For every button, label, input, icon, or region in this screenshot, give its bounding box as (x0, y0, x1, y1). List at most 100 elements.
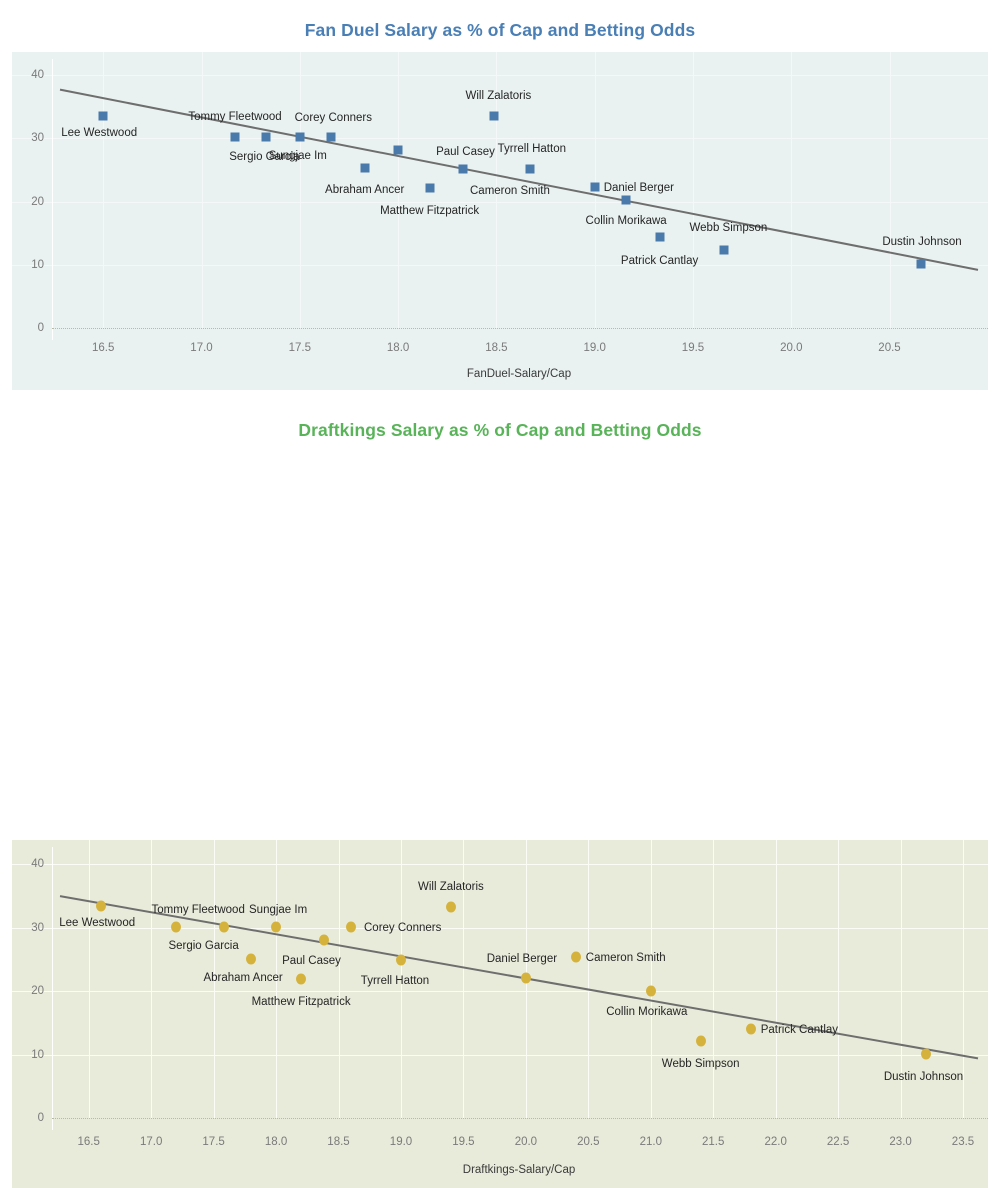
data-point-marker[interactable] (570, 951, 581, 963)
x-tick-label: 16.5 (77, 1136, 100, 1148)
x-axis-title: Draftkings-Salary/Cap (462, 1164, 576, 1176)
gridline-horizontal (12, 75, 988, 77)
x-tick-label: 18.0 (386, 342, 410, 354)
y-tick-label: 20 (31, 985, 44, 998)
data-point-marker[interactable] (525, 164, 535, 174)
x-axis-title: FanDuel-Salary/Cap (466, 368, 572, 380)
x-tick-label: 20.5 (878, 342, 901, 354)
gridline-vertical (791, 52, 793, 328)
data-point-label: Tommy Fleetwood (188, 111, 282, 124)
y-tick-label: 30 (31, 921, 44, 934)
y-tick-label: 40 (31, 69, 44, 82)
data-point-marker[interactable] (218, 921, 229, 932)
data-point-marker[interactable] (590, 182, 600, 192)
data-point-label: Abraham Ancer (325, 184, 405, 197)
data-point-marker[interactable] (271, 921, 282, 932)
data-point-marker[interactable] (360, 163, 370, 173)
chart-title-fanduel: Fan Duel Salary as % of Cap and Betting … (304, 20, 696, 40)
data-point-label: Dustin Johnson (883, 1071, 964, 1083)
x-axis-line (52, 1118, 988, 1120)
x-tick-label: 21.5 (701, 1136, 725, 1148)
data-point-marker[interactable] (261, 132, 271, 142)
x-tick-label: 17.0 (139, 1136, 163, 1148)
data-point-marker[interactable] (458, 164, 468, 174)
x-tick-label: 17.5 (202, 1136, 225, 1148)
data-point-label: Lee Westwood (61, 127, 138, 140)
data-point-marker[interactable] (920, 1048, 931, 1060)
x-tick-label: 19.5 (681, 342, 705, 354)
fanduel-chart-panel: Fan Duel Salary as % of Cap and Betting … (0, 0, 1000, 400)
x-tick-label: 17.0 (190, 342, 213, 354)
x-tick-label: 19.5 (452, 1136, 475, 1148)
x-tick-label: 20.0 (514, 1136, 538, 1148)
data-point-label: Will Zalatoris (465, 89, 532, 102)
plot-area-fanduel[interactable]: Lee Westwood Tommy Fleetwood Sergio Garcia… (12, 52, 988, 390)
x-tick-label: 22.5 (826, 1136, 850, 1148)
data-point-label: Tyrrell Hatton (497, 142, 566, 155)
plot-area-draftkings[interactable]: Lee Westwood Tommy Fleetwood Sergio Garcia… (12, 840, 988, 1188)
data-point-marker[interactable] (296, 973, 307, 984)
y-tick-label: 30 (31, 132, 44, 145)
data-point-label: Will Zalatoris (417, 880, 484, 893)
data-point-marker[interactable] (98, 111, 108, 121)
data-point-label: Tyrrell Hatton (360, 974, 430, 987)
data-point-label: Collin Morikawa (585, 214, 667, 227)
data-point-marker[interactable] (96, 900, 107, 912)
gridline-horizontal (12, 138, 988, 140)
draftkings-chart-panel: Draftkings Salary as % of Cap and Bettin… (0, 400, 1000, 1188)
gridline-vertical (775, 840, 777, 1118)
data-point-label: Corey Conners (364, 921, 442, 934)
data-point-label: Corey Conners (294, 112, 372, 125)
gridline-vertical (838, 840, 840, 1118)
data-point-marker[interactable] (318, 934, 329, 946)
x-tick-label: 16.5 (91, 342, 115, 354)
data-point-marker[interactable] (230, 132, 240, 142)
data-point-marker[interactable] (326, 132, 336, 142)
y-tick-label: 10 (31, 1048, 44, 1061)
data-point-marker[interactable] (246, 953, 257, 965)
data-point-marker[interactable] (295, 132, 305, 142)
y-tick-label: 0 (37, 322, 44, 334)
data-point-marker[interactable] (695, 1035, 706, 1047)
x-tick-label: 18.5 (485, 342, 508, 354)
data-point-marker[interactable] (425, 183, 435, 193)
data-point-marker[interactable] (745, 1023, 756, 1035)
data-point-marker[interactable] (645, 985, 656, 997)
data-point-marker[interactable] (396, 954, 406, 965)
data-point-marker[interactable] (655, 232, 665, 242)
x-tick-label: 20.5 (577, 1136, 600, 1148)
data-point-marker[interactable] (346, 921, 356, 932)
data-point-label: Matthew Fitzpatrick (380, 204, 480, 217)
data-point-label: Patrick Cantlay (760, 1024, 839, 1037)
data-point-label: Paul Casey (282, 954, 341, 967)
gridline-vertical (693, 52, 694, 328)
data-point-label: Tommy Fleetwood (151, 903, 245, 916)
data-point-marker[interactable] (916, 259, 926, 268)
gridline-horizontal (12, 264, 988, 266)
data-point-label: Sergio Garcia (229, 151, 300, 164)
data-point-label: Daniel Berger (603, 182, 675, 194)
data-point-marker[interactable] (621, 195, 631, 205)
data-point-marker[interactable] (489, 111, 499, 121)
chart-title-draftkings: Draftkings Salary as % of Cap and Bettin… (298, 420, 702, 440)
gridline-vertical (299, 52, 301, 328)
data-point-label: Dustin Johnson (882, 235, 962, 248)
data-point-marker[interactable] (719, 245, 729, 255)
data-point-label: Abraham Ancer (203, 971, 283, 984)
gridline-horizontal (12, 991, 988, 993)
data-point-label: Cameron Smith (585, 952, 666, 964)
gridline-vertical (338, 840, 340, 1118)
data-point-marker[interactable] (520, 972, 531, 984)
data-point-marker[interactable] (393, 145, 403, 155)
data-point-marker[interactable] (445, 901, 456, 913)
gridline-vertical (963, 840, 964, 1118)
y-axis-line (52, 847, 53, 1130)
data-point-marker[interactable] (171, 921, 182, 932)
y-axis-line (52, 59, 53, 340)
gridline-vertical (713, 840, 715, 1118)
x-axis-line (52, 328, 988, 330)
data-point-label: Sungjae Im (268, 150, 327, 163)
y-tick-label: 10 (31, 258, 44, 271)
data-point-label: Lee Westwood (59, 917, 136, 930)
x-tick-label: 19.0 (389, 1136, 413, 1148)
